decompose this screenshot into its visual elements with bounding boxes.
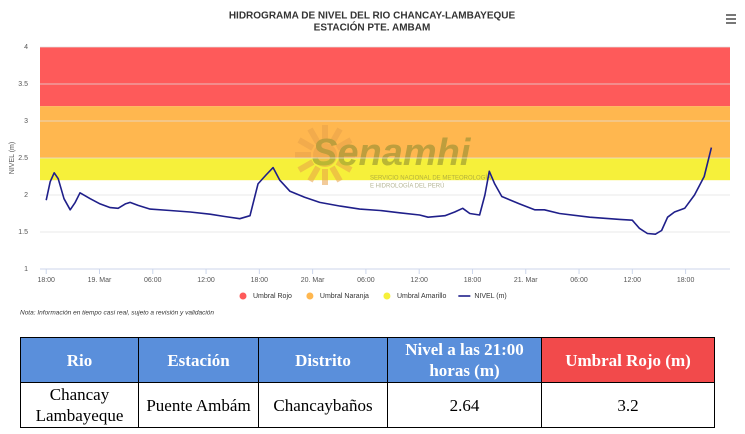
- y-tick-label: 1.5: [18, 229, 28, 236]
- y-tick-label: 3: [24, 118, 28, 125]
- watermark-line: SERVICIO NACIONAL DE METEOROLOGÍA: [370, 175, 491, 182]
- legend: Umbral Rojo Umbral Naranja Umbral Amarillo…: [239, 292, 507, 300]
- data-cell: 3.2: [541, 382, 715, 428]
- watermark-name: Senamhi: [312, 132, 472, 174]
- data-cell: Chancay Lambayeque: [20, 382, 139, 428]
- x-tick-label: 19. Mar: [88, 277, 112, 284]
- menu-icon[interactable]: [726, 14, 736, 24]
- logo-ray: [307, 127, 321, 145]
- logo-ray: [307, 165, 321, 183]
- legend-swatch: [306, 292, 314, 300]
- y-tick-label: 4: [24, 44, 28, 51]
- x-tick-label: 21. Mar: [514, 277, 538, 284]
- legend-item: Umbral Naranja: [306, 292, 369, 300]
- legend-label: Umbral Amarillo: [397, 293, 447, 300]
- data-cell: 2.64: [387, 382, 542, 428]
- watermark-line: E HIDROLOGÍA DEL PERÚ: [370, 183, 444, 190]
- x-tick-label: 18:00: [37, 277, 55, 284]
- y-axis-label: NIVEL (m): [9, 142, 16, 174]
- x-tick-label: 06:00: [570, 277, 588, 284]
- header-cell: Estación: [138, 337, 259, 383]
- threshold-band: [40, 158, 730, 181]
- legend-label: NIVEL (m): [474, 293, 506, 300]
- logo-ray: [297, 137, 315, 151]
- x-tick-label: 06:00: [357, 277, 375, 284]
- chart-subtitle: ESTACIÓN PTE. AMBAM: [314, 21, 431, 34]
- header-cell: Nivel a las 21:00 horas (m): [387, 337, 542, 383]
- header-cell: Umbral Rojo (m): [541, 337, 715, 383]
- data-row: Chancay Lambayeque Puente Ambám Chancaybañ…: [20, 382, 715, 428]
- x-tick-label: 12:00: [624, 277, 642, 284]
- y-tick-label: 2: [24, 192, 28, 199]
- summary-table: Rio Estación Distrito Nivel a las 21:00 hor…: [20, 337, 715, 428]
- legend-label: Umbral Naranja: [320, 293, 369, 300]
- legend-item: NIVEL (m): [458, 293, 507, 300]
- threshold-band: [40, 47, 730, 107]
- note: Nota: Información en tiempo casi real, s…: [20, 310, 214, 317]
- legend-item: Umbral Rojo: [239, 292, 292, 300]
- x-tick-label: 20. Mar: [301, 277, 325, 284]
- data-cell: Chancaybaños: [258, 382, 388, 428]
- x-tick-label: 18:00: [677, 277, 695, 284]
- level-line: [45, 147, 713, 235]
- y-tick-label: 2.5: [18, 155, 28, 162]
- logo-sun: [313, 143, 337, 167]
- logo-ray: [297, 159, 315, 173]
- legend-swatch: [383, 292, 391, 300]
- logo-ray: [335, 137, 353, 151]
- legend-label: Umbral Rojo: [253, 293, 292, 300]
- data-cell: Puente Ambám: [138, 382, 259, 428]
- y-tick-label: 1: [24, 266, 28, 273]
- legend-item: Umbral Amarillo: [383, 292, 447, 300]
- logo-ray: [329, 165, 343, 183]
- header-cell: Rio: [20, 337, 139, 383]
- logo-ray: [335, 159, 353, 173]
- x-tick-label: 06:00: [144, 277, 162, 284]
- legend-swatch: [239, 292, 247, 300]
- header-cell: Distrito: [258, 337, 388, 383]
- threshold-band: [40, 106, 730, 158]
- x-tick-label: 12:00: [197, 277, 215, 284]
- x-tick-label: 18:00: [251, 277, 269, 284]
- header-row: Rio Estación Distrito Nivel a las 21:00 hor…: [20, 337, 715, 383]
- x-tick-label: 12:00: [410, 277, 428, 284]
- y-tick-label: 3.5: [18, 81, 28, 88]
- watermark-logo: [295, 125, 355, 185]
- chart-title: HIDROGRAMA DE NIVEL DEL RIO CHANCAY-LAMB…: [229, 11, 516, 22]
- chart: HIDROGRAMA DE NIVEL DEL RIO CHANCAY-LAMB…: [9, 11, 736, 317]
- x-tick-label: 18:00: [464, 277, 482, 284]
- logo-ray: [329, 127, 343, 145]
